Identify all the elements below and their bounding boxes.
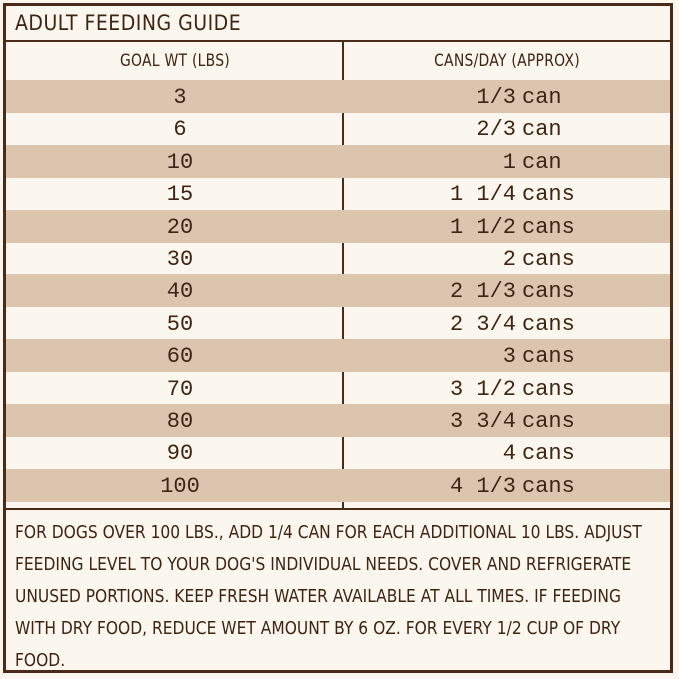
goal-weight-cell: 3 [173,85,187,110]
goal-weight-cell: 40 [166,279,194,305]
cans-unit-cell: cans [522,473,575,499]
cans-per-day-header: CANS/DAY (APPROX) [434,51,580,71]
goal-weight-cell: 20 [166,214,194,240]
feeding-notes: FOR DOGS OVER 100 LBS., ADD 1/4 CAN FOR … [6,508,670,677]
table-row: 80 3 3/4 cans [6,404,670,437]
cans-amount-cell: 2 [502,247,516,272]
cans-unit-cell: cans [522,344,575,370]
goal-weight-header: GOAL WT (LBS) [119,51,231,71]
cans-unit-cell: can [522,117,562,143]
goal-weight-cell: 70 [166,376,194,402]
cans-unit-cell: can [522,85,562,110]
table-row: 10 1 can [6,144,670,178]
table-header-row: GOAL WT (LBS) CANS/DAY (APPROX) [6,42,670,78]
goal-weight-cell: 6 [173,117,187,143]
cans-amount-cell: 1 1/4 [449,182,516,208]
cans-unit-cell: can [522,149,562,175]
table-row: 50 2 3/4 cans [6,307,670,340]
table-row: 90 4 cans [6,436,670,469]
cans-unit-cell: cans [522,279,575,305]
cans-unit-cell: cans [522,247,575,272]
cans-unit-cell: cans [522,376,575,402]
cans-amount-cell: 3 1/2 [449,376,516,402]
cans-amount-cell: 3 [502,344,516,370]
goal-weight-cell: 80 [166,409,194,434]
goal-weight-cell: 10 [166,149,194,175]
cans-unit-cell: cans [522,214,575,240]
goal-weight-cell: 30 [166,247,194,272]
goal-weight-cell: 100 [160,473,200,499]
goal-weight-cell: 90 [166,441,194,467]
cans-unit-cell: cans [522,441,575,467]
goal-weight-cell: 15 [166,182,194,208]
guide-title: ADULT FEEDING GUIDE [6,6,670,42]
cans-amount-cell: 1 1/2 [449,214,516,240]
cans-unit-cell: cans [522,311,575,337]
table-row: 6 2/3 can [6,112,670,145]
cans-amount-cell: 4 1/3 [449,473,516,499]
feeding-guide-panel: ADULT FEEDING GUIDE GOAL WT (LBS) CANS/D… [3,3,673,673]
table-row: 40 2 1/3 cans [6,274,670,308]
cans-amount-cell: 4 [502,441,516,467]
table-row: 70 3 1/2 cans [6,372,670,405]
table-row: 100 4 1/3 cans [6,468,670,502]
cans-amount-cell: 1 [502,149,516,175]
cans-unit-cell: cans [522,409,575,434]
cans-amount-cell: 2/3 [476,117,516,143]
cans-unit-cell: cans [522,182,575,208]
cans-amount-cell: 2 1/3 [449,279,516,305]
goal-weight-cell: 50 [166,311,194,337]
cans-amount-cell: 3 3/4 [449,409,516,434]
table-row: 3 1/3 can [6,80,670,113]
table-row: 30 2 cans [6,242,670,275]
feeding-notes-text: FOR DOGS OVER 100 LBS., ADD 1/4 CAN FOR … [15,522,642,671]
table-row: 60 3 cans [6,339,670,373]
table-row: 15 1 1/4 cans [6,177,670,210]
cans-amount-cell: 1/3 [476,85,516,110]
table-row: 20 1 1/2 cans [6,209,670,243]
cans-amount-cell: 2 3/4 [449,311,516,337]
goal-weight-cell: 60 [166,344,194,370]
